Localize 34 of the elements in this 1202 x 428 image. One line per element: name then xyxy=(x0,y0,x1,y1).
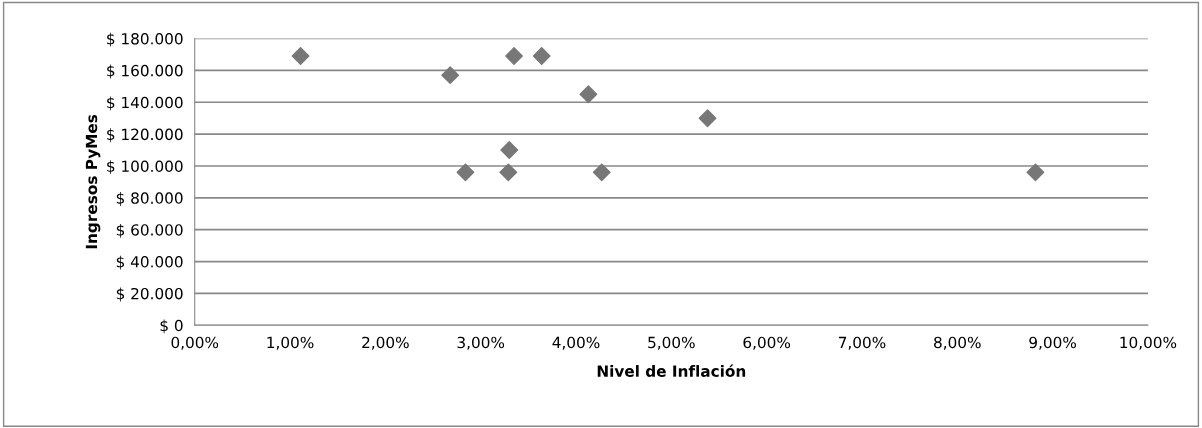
point xyxy=(499,163,518,182)
point xyxy=(456,163,475,182)
y-tick-label: $ 180.000 xyxy=(107,32,183,47)
y-axis-title: Ingresos PyMes xyxy=(85,114,101,249)
y-tick-label: $ 100.000 xyxy=(107,160,183,175)
y-tick-label: $ 40.000 xyxy=(116,255,183,270)
point xyxy=(698,109,717,128)
x-tick-label: 8,00% xyxy=(934,336,981,350)
y-tick-label: $ 120.000 xyxy=(107,128,183,143)
x-tick-label: 4,00% xyxy=(552,336,600,350)
point xyxy=(579,85,598,104)
x-axis-title: Nivel de Inflación xyxy=(597,364,746,377)
x-tick-label: 5,00% xyxy=(648,336,695,350)
x-tick-label: 1,00% xyxy=(267,336,314,350)
x-tick-label: 6,00% xyxy=(743,336,791,350)
y-tick-label: $ 80.000 xyxy=(116,192,183,206)
x-tick-label: 9,00% xyxy=(1029,336,1077,350)
point xyxy=(500,141,519,159)
x-tick-label: 0,00% xyxy=(171,336,219,350)
point xyxy=(291,47,310,65)
x-tick-label: 3,00% xyxy=(457,336,505,350)
x-tick-label: 7,00% xyxy=(838,336,886,350)
point xyxy=(505,47,523,65)
point xyxy=(441,66,460,85)
y-tick-label: $ 140.000 xyxy=(107,96,183,111)
y-tick-label: $ 0 xyxy=(160,319,183,334)
x-tick-label: 10,00% xyxy=(1120,336,1177,350)
point xyxy=(532,47,551,65)
point xyxy=(592,163,611,182)
y-tick-label: $ 60.000 xyxy=(116,223,183,238)
point xyxy=(1026,163,1045,182)
x-tick-label: 2,00% xyxy=(362,336,409,350)
y-tick-label: $ 20.000 xyxy=(116,287,183,302)
y-tick-label: $ 160.000 xyxy=(107,64,183,79)
